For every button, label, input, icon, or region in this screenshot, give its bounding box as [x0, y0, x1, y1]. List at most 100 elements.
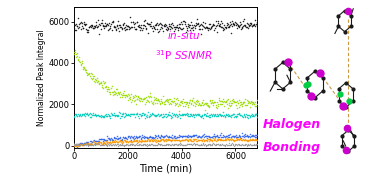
Point	[201, 139, 207, 142]
Point	[209, 135, 215, 138]
Point	[118, 96, 124, 98]
Point	[192, 138, 198, 141]
Point	[181, 20, 187, 23]
Point	[195, 99, 201, 102]
Point	[177, 140, 183, 142]
Point	[250, 24, 256, 26]
Point	[98, 141, 104, 144]
Point	[152, 139, 158, 142]
Point	[107, 141, 113, 144]
Point	[253, 143, 259, 146]
Point	[181, 139, 187, 141]
Point	[93, 143, 99, 146]
Point	[252, 113, 258, 116]
Point	[98, 80, 104, 83]
Point	[75, 26, 81, 29]
Point	[138, 139, 144, 142]
Point	[144, 139, 150, 142]
Point	[163, 112, 169, 115]
Point	[99, 87, 105, 89]
Point	[213, 103, 219, 106]
Point	[141, 20, 147, 23]
Point	[212, 143, 218, 146]
Point	[180, 135, 186, 137]
Point	[72, 48, 78, 51]
Point	[195, 135, 201, 137]
Point	[105, 142, 111, 145]
Point	[76, 115, 82, 118]
Point	[171, 144, 177, 147]
Point	[205, 138, 211, 141]
Point	[141, 135, 147, 138]
Point	[215, 139, 222, 142]
Point	[197, 113, 203, 116]
Point	[106, 141, 112, 144]
Point	[218, 131, 225, 134]
Point	[160, 139, 166, 142]
Point	[208, 138, 214, 140]
Point	[106, 27, 112, 30]
Point	[215, 143, 221, 146]
Point	[222, 104, 228, 107]
Point	[205, 114, 211, 117]
Point	[163, 27, 169, 30]
Point	[185, 25, 191, 28]
Point	[170, 135, 177, 138]
Point	[201, 114, 207, 116]
Point	[120, 140, 126, 143]
Point	[204, 139, 211, 142]
Point	[144, 137, 150, 140]
Point	[237, 136, 243, 139]
Point	[76, 144, 82, 147]
Point	[225, 138, 231, 140]
Point	[225, 136, 231, 139]
Point	[223, 144, 229, 146]
Point	[71, 23, 77, 26]
Point	[133, 102, 139, 105]
Point	[193, 143, 199, 146]
Point	[169, 136, 175, 139]
Point	[190, 26, 196, 29]
Point	[172, 28, 178, 31]
Point	[232, 139, 239, 142]
Point	[142, 136, 148, 139]
Point	[129, 100, 135, 103]
Point	[161, 136, 167, 139]
Point	[152, 102, 158, 105]
Point	[85, 30, 91, 33]
Point	[81, 23, 87, 26]
Point	[153, 22, 159, 25]
Point	[206, 143, 212, 145]
Point	[193, 114, 199, 117]
Point	[86, 142, 92, 145]
Point	[245, 134, 251, 137]
Point	[123, 113, 129, 116]
Point	[178, 143, 184, 146]
Point	[105, 141, 112, 144]
Point	[192, 21, 198, 24]
Point	[127, 137, 133, 139]
Point	[73, 53, 79, 55]
Point	[215, 135, 221, 138]
Point	[115, 142, 121, 145]
Point	[180, 138, 186, 141]
Point	[242, 100, 248, 103]
Point	[135, 112, 141, 115]
Point	[158, 23, 164, 25]
Point	[81, 144, 87, 147]
Point	[111, 25, 117, 28]
Point	[156, 114, 163, 117]
Point	[178, 135, 184, 138]
Point	[100, 143, 106, 146]
Point	[119, 138, 125, 141]
Point	[99, 19, 105, 21]
Point	[163, 140, 169, 143]
Point	[124, 95, 130, 98]
Point	[239, 114, 245, 117]
Point	[106, 144, 112, 147]
Point	[238, 136, 244, 139]
Point	[161, 114, 167, 117]
Point	[137, 99, 143, 102]
Point	[223, 27, 229, 30]
Point	[177, 117, 183, 119]
